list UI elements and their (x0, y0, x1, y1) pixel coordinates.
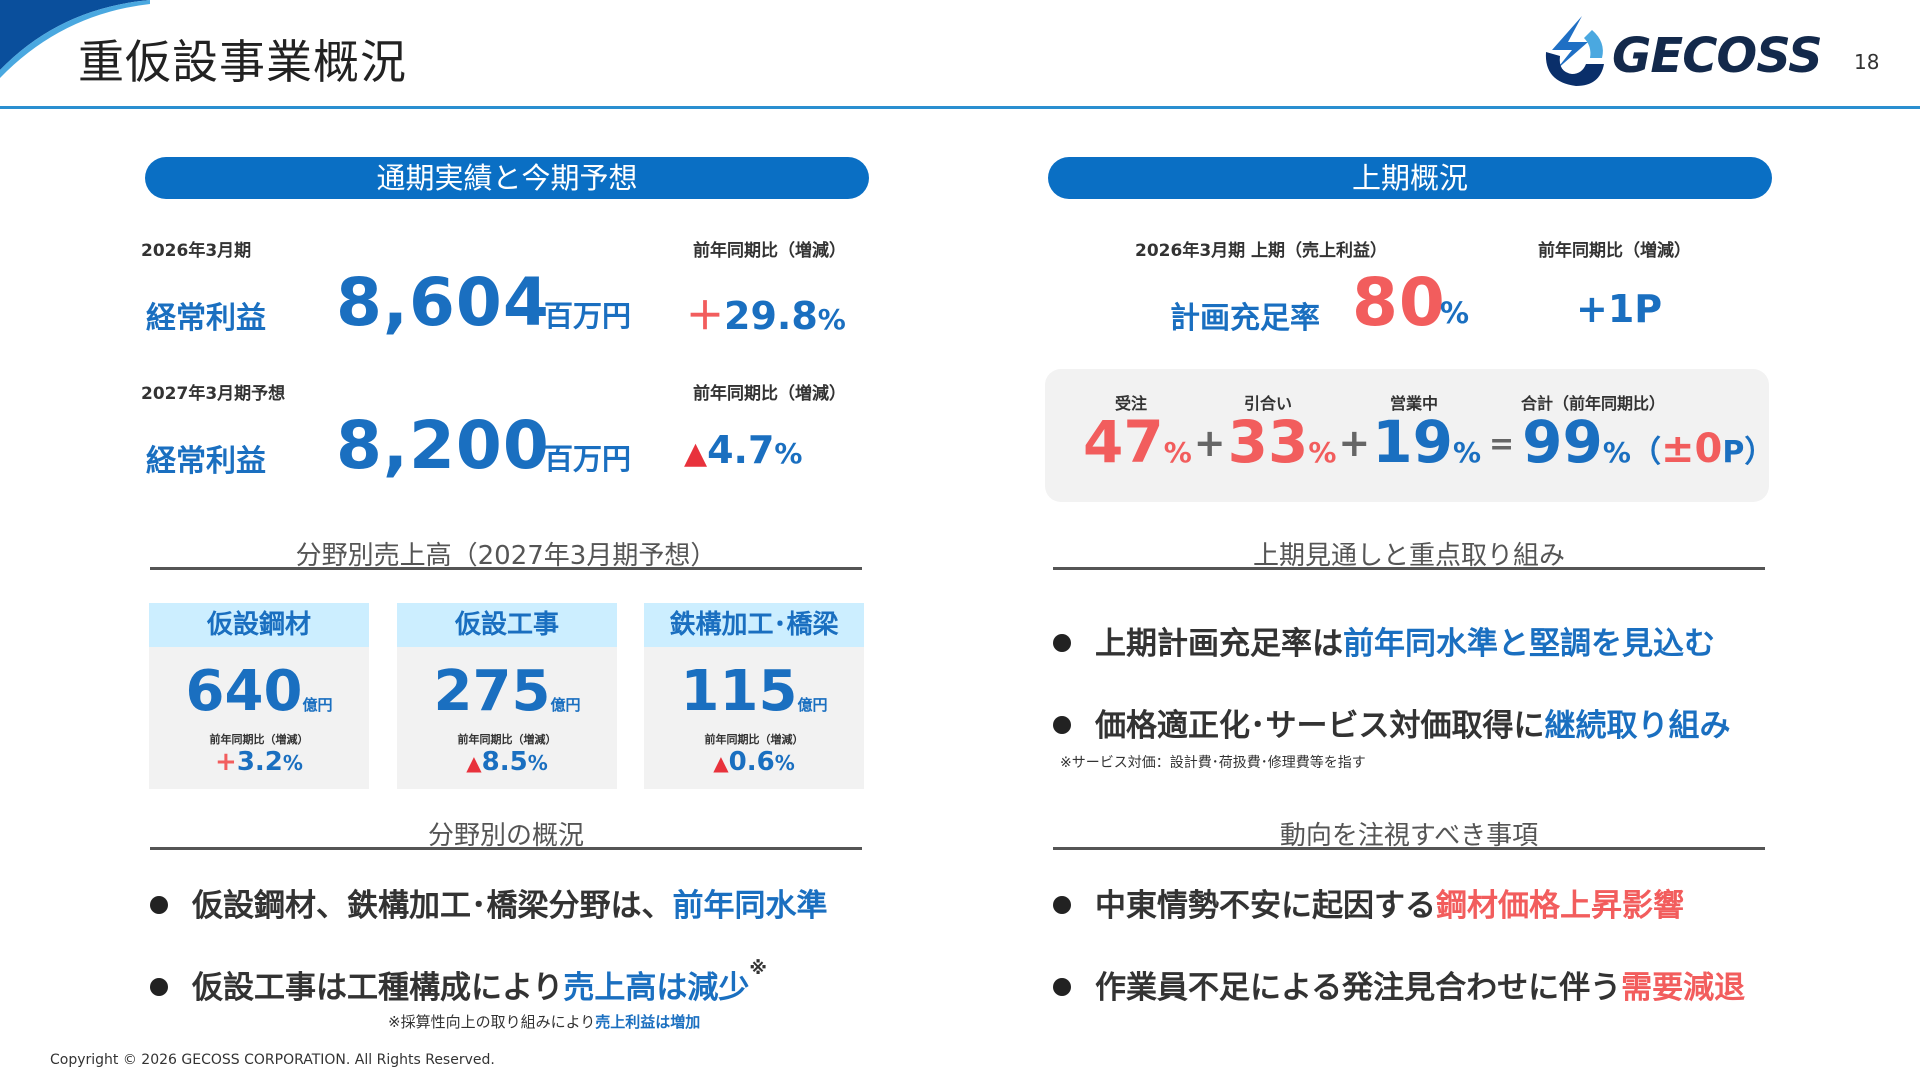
logo-text: GECOSS (1612, 28, 1823, 84)
first-half-pill: 上期概況 (1048, 157, 1772, 199)
plan-fulfillment-change: +1P (1576, 287, 1663, 331)
segment-change-label: 前年同期比（増減） (704, 733, 804, 746)
change-sign: ＋ (686, 294, 725, 338)
overview-bullet-1: 仮設鋼材、鉄構加工･橋梁分野は、前年同水準 (150, 880, 828, 925)
total-change: （±0P） (1630, 426, 1775, 472)
orders-value: 47 (1083, 408, 1164, 476)
plan-fulfillment-pct: % (1440, 296, 1470, 330)
gecoss-logo: GECOSS (1536, 12, 1826, 92)
change-value: 29.8 (724, 294, 818, 338)
bullet-dot-icon (1053, 633, 1071, 652)
segment-card-steel-bridge: 鉄構加工･橋梁 115億円 前年同期比（増減） ▲0.6% (644, 603, 864, 789)
watch-items-heading: 動向を注視すべき事項 (1279, 821, 1539, 851)
segment-sales-divider (150, 567, 862, 570)
ordinary-profit-change-2027: ▲4.7% (684, 428, 802, 472)
inquiries-value: 33 (1227, 408, 1309, 476)
bullet-dot-icon (150, 895, 168, 914)
outlook-heading: 上期見通しと重点取り組み (1252, 541, 1565, 571)
segment-value: 275億円 (433, 659, 581, 724)
fulfillment-breakdown-panel (1045, 369, 1769, 502)
ordinary-profit-label-2026: 経常利益 (146, 301, 266, 336)
segment-card-construction: 仮設工事 275億円 前年同期比（増減） ▲8.5% (397, 603, 617, 789)
segment-overview-heading: 分野別の概況 (427, 821, 584, 851)
segment-name: 仮設鋼材 (149, 603, 369, 647)
breakdown-label-in-sales: 営業中 (1390, 394, 1439, 413)
total-value: 99 (1522, 408, 1603, 476)
outlook-bullet-1: 上期計画充足率は前年同水準と堅調を見込む (1053, 618, 1715, 663)
results-period-2027: 2027年3月期予想 (141, 384, 286, 404)
segment-name: 仮設工事 (397, 603, 617, 647)
gecoss-logo-mark-icon (1545, 16, 1604, 86)
overview-note: ※採算性向上の取り組みにより売上利益は増加 (388, 1013, 701, 1031)
first-half-period-label: 2026年3月期 上期（売上利益） (1135, 241, 1388, 261)
segment-change-label: 前年同期比（増減） (457, 733, 557, 746)
segment-card-steel: 仮設鋼材 640億円 前年同期比（増減） +3.2% (149, 603, 369, 789)
change-pct: % (774, 437, 803, 470)
bullet-dot-icon (1053, 895, 1071, 914)
results-period-2026: 2026年3月期 (141, 241, 252, 261)
plan-fulfillment-label: 計画充足率 (1170, 301, 1320, 336)
ordinary-profit-unit-2026: 百万円 (544, 299, 632, 333)
results-change-label-2027: 前年同期比（増減） (693, 384, 846, 404)
fulfillment-breakdown-equation: 47%+33%+19% = 99%（±0P） (1083, 408, 1775, 476)
watch-bullet-1: 中東情勢不安に起因する鋼材価格上昇影響 (1053, 880, 1684, 925)
outlook-note: ※サービス対価：設計費･荷扱費･修理費等を指す (1060, 755, 1366, 771)
outlook-divider (1053, 567, 1765, 570)
bullet-dot-icon (150, 977, 168, 996)
segment-change: ▲8.5% (466, 747, 548, 777)
breakdown-label-inquiries: 引合い (1244, 394, 1293, 413)
bullet-dot-icon (1053, 977, 1071, 996)
overview-bullet-2: 仮設工事は工種構成により売上高は減少※ (150, 958, 767, 1007)
change-value: 4.7 (707, 428, 775, 472)
plan-fulfillment-value: 80 (1352, 264, 1446, 341)
change-sign: ▲ (684, 436, 708, 471)
breakdown-label-total: 合計（前年同期比） (1521, 394, 1666, 413)
corner-accent-graphic (0, 0, 150, 78)
breakdown-label-orders: 受注 (1115, 394, 1148, 413)
header-divider (0, 106, 1920, 109)
segment-name: 鉄構加工･橋梁 (644, 603, 864, 647)
ordinary-profit-unit-2027: 百万円 (544, 442, 632, 476)
copyright: Copyright © 2026 GECOSS CORPORATION. All… (50, 1052, 495, 1068)
segment-overview-divider (150, 847, 862, 850)
annual-results-pill: 通期実績と今期予想 (145, 157, 869, 199)
first-half-change-label: 前年同期比（増減） (1538, 241, 1691, 261)
watch-bullet-2: 作業員不足による発注見合わせに伴う需要減退 (1053, 962, 1745, 1007)
outlook-bullet-2: 価格適正化･サービス対価取得に継続取り組み (1053, 700, 1731, 745)
segment-value: 640億円 (185, 659, 333, 724)
segment-change-label: 前年同期比（増減） (209, 733, 309, 746)
ordinary-profit-value-2026: 8,604 (336, 264, 550, 341)
page-number: 18 (1854, 50, 1880, 74)
segment-change: +3.2% (215, 747, 303, 777)
page-title: 重仮設事業概況 (78, 35, 407, 89)
change-pct: % (817, 303, 846, 336)
in-sales-value: 19 (1372, 408, 1453, 476)
watch-items-divider (1053, 847, 1765, 850)
ordinary-profit-change-2026: ＋29.8% (686, 285, 846, 340)
results-change-label-2026: 前年同期比（増減） (693, 241, 846, 261)
segment-change: ▲0.6% (713, 747, 795, 777)
ordinary-profit-label-2027: 経常利益 (146, 444, 266, 479)
bullet-dot-icon (1053, 715, 1071, 734)
ordinary-profit-value-2027: 8,200 (336, 407, 550, 484)
segment-sales-heading: 分野別売上高（2027年3月期予想） (295, 541, 717, 571)
segment-value: 115億円 (680, 659, 828, 724)
